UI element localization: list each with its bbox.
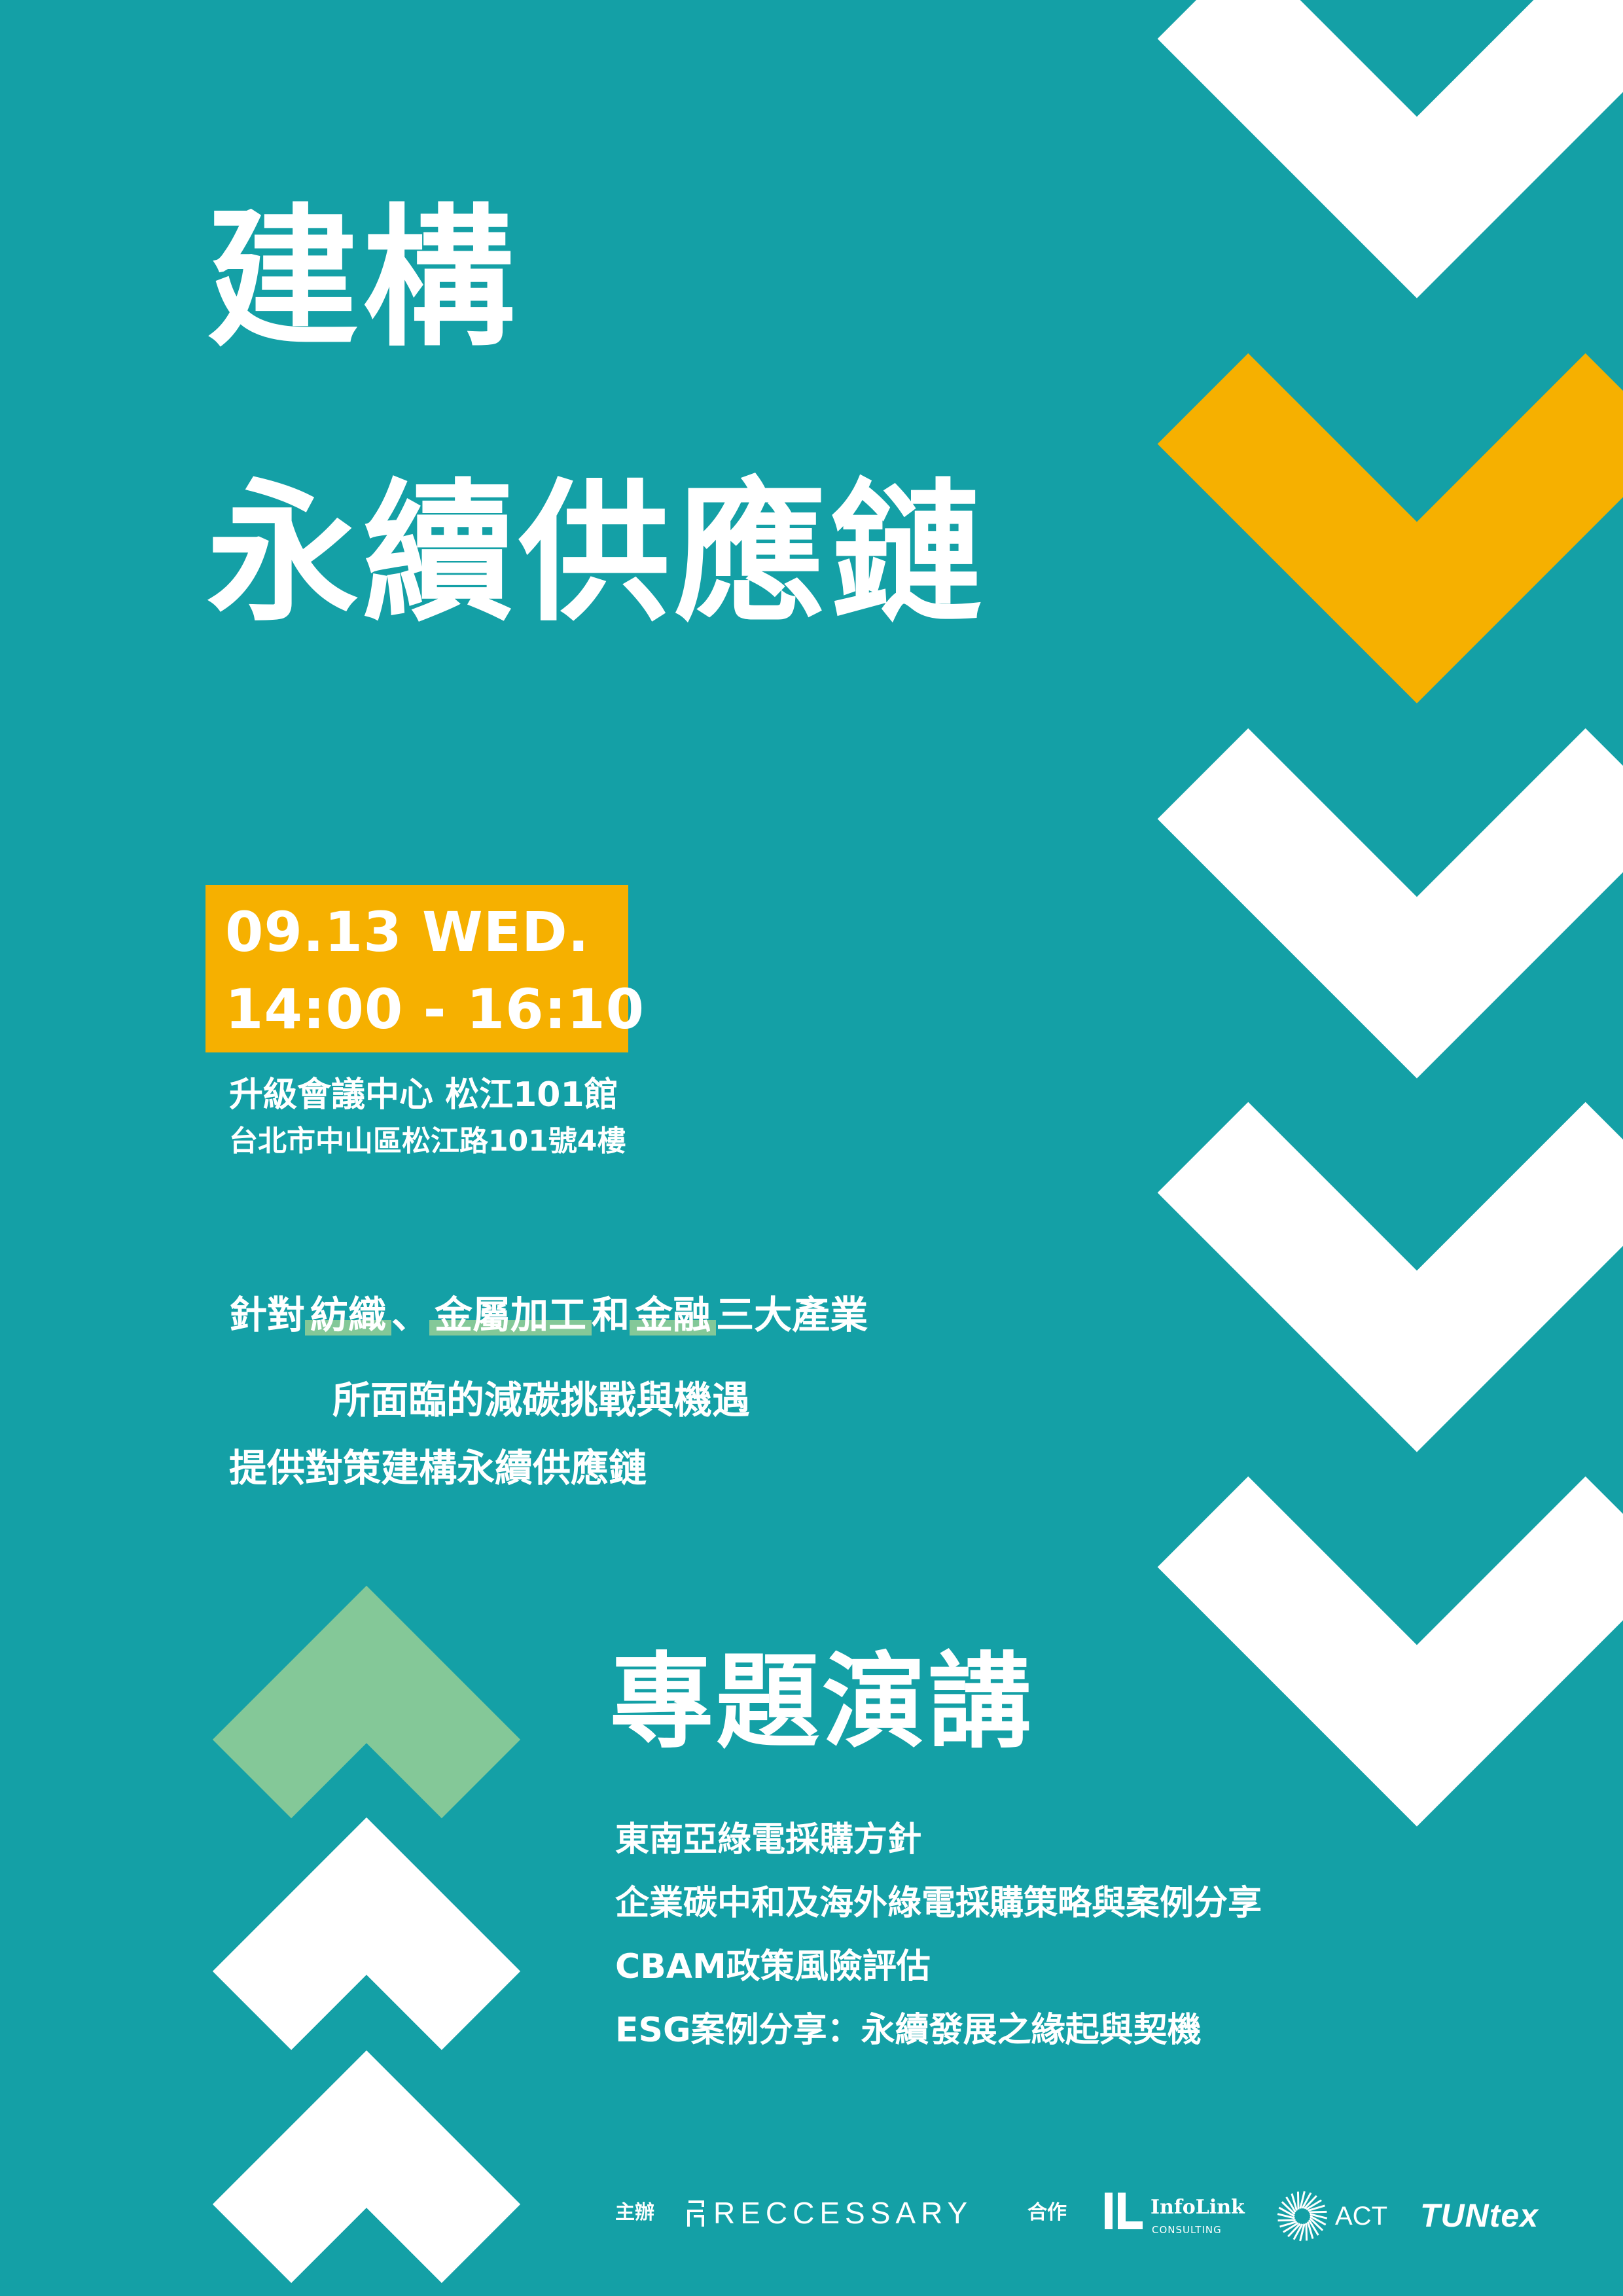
event-time: 14:00 - 16:10 — [225, 977, 645, 1041]
infolink-mark-icon — [1105, 2193, 1143, 2229]
infolink-wordmark: InfoLink — [1150, 2196, 1245, 2219]
intro-prefix: 針對 — [229, 1293, 306, 1337]
topic-item: CBAM政策風險評估 — [615, 1947, 931, 1986]
down-chevron-4 — [1157, 1102, 1623, 1452]
down-chevron-2 — [1157, 353, 1623, 704]
intro-line-3: 提供對策建構永續供應鏈 — [229, 1446, 647, 1490]
reccessary-wordmark: RECCESSARY — [713, 2196, 973, 2230]
highlight-industry-finance: 金融 — [630, 1293, 717, 1337]
venue-address: 台北市中山區松江路101號4樓 — [229, 1124, 626, 1158]
event-date: 09.13 WED. — [225, 900, 590, 964]
topic-item: 東南亞綠電採購方針 — [615, 1820, 922, 1859]
topic-item: ESG案例分享：永續發展之緣起與契機 — [615, 2011, 1202, 2050]
act-logo: ACT — [1275, 2189, 1393, 2244]
down-chevron-5 — [1157, 1476, 1623, 1827]
up-chevron-1 — [212, 1585, 521, 1819]
intro-separator: 、 — [391, 1293, 430, 1337]
host-label: 主辦 — [615, 2201, 654, 2224]
topic-list: 東南亞綠電採購方針 企業碳中和及海外綠電採購策略與案例分享 CBAM政策風險評估… — [615, 1823, 1262, 2077]
venue-name: 升級會議中心 松江101館 — [229, 1075, 618, 1115]
up-chevron-2 — [212, 1817, 521, 2051]
highlight-industry-metal: 金屬加工 — [429, 1293, 592, 1337]
up-chevron-3 — [212, 2050, 521, 2284]
reccessary-mark-icon — [687, 2200, 704, 2227]
poster-title-line-2: 永續供應鏈 — [207, 465, 986, 642]
highlight-industry-textile: 紡織 — [305, 1293, 392, 1337]
sunburst-icon — [1277, 2191, 1328, 2242]
down-chevron-1 — [1157, 0, 1623, 298]
section-title: 專題演講 — [610, 1642, 1034, 1763]
date-time-box — [205, 885, 628, 1052]
topic-item: 企業碳中和及海外綠電採購策略與案例分享 — [615, 1884, 1262, 1923]
infolink-subtitle: CONSULTING — [1152, 2224, 1222, 2236]
reccessary-logo: RECCESSARY — [686, 2194, 967, 2233]
intro-conjunction: 和 — [592, 1293, 630, 1337]
poster-title-line-1: 建構 — [207, 190, 519, 367]
footer: 主辦 RECCESSARY 合作 InfoLink CONSULTING ACT… — [0, 2173, 1623, 2251]
intro-suffix: 三大產業 — [716, 1293, 868, 1337]
intro-line-2: 所面臨的減碳挑戰與機遇 — [332, 1378, 751, 1422]
infolink-logo: InfoLink CONSULTING — [1102, 2186, 1253, 2245]
partner-label: 合作 — [1027, 2201, 1067, 2224]
intro-line-1: 針對 紡織、金屬加工和金融 三大產業 — [229, 1293, 868, 1337]
down-chevron-3 — [1157, 728, 1623, 1079]
act-wordmark: ACT — [1335, 2202, 1387, 2231]
tuntex-logo: TUNtex — [1420, 2197, 1539, 2234]
